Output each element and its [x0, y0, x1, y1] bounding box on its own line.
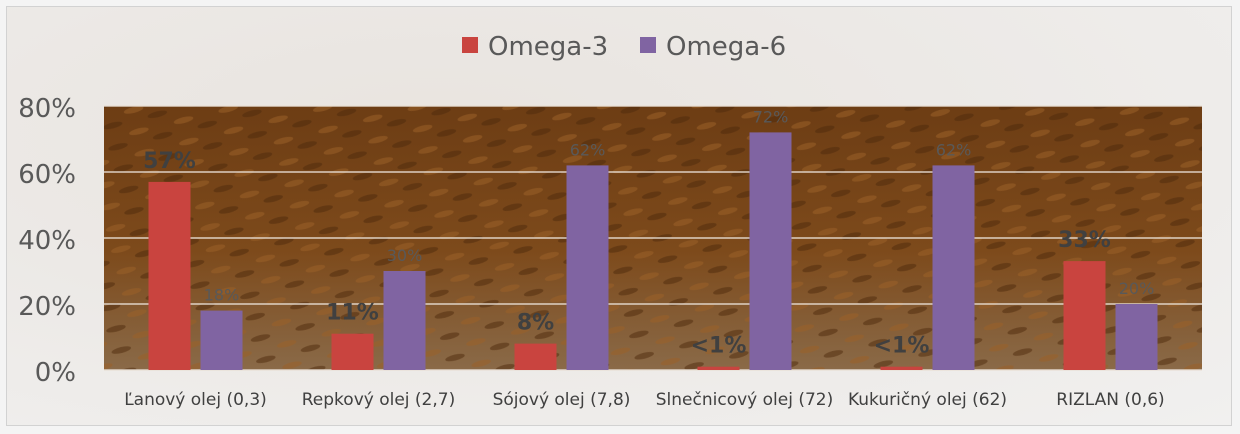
y-tick-label: 60% [18, 160, 76, 190]
legend: Omega-3 Omega-6 [462, 32, 786, 62]
bar-omega6 [383, 271, 426, 370]
bar-omega3 [697, 366, 740, 370]
bar-omega6 [749, 132, 792, 370]
bar-omega3 [514, 343, 557, 370]
data-label-omega6: 62% [570, 140, 606, 159]
x-tick-label: Ľanový olej (0,3) [124, 390, 267, 410]
bar-omega3 [880, 366, 923, 370]
bar-omega3 [331, 333, 374, 370]
x-tick-label: Kukuričný olej (62) [848, 390, 1007, 410]
data-label-omega3: 33% [1058, 228, 1111, 253]
data-labels: 57% 18% 11% 30% 8% 62% <1% 72% <1% 62% 33% 20% [143, 107, 1154, 358]
data-label-omega6: 20% [1119, 279, 1155, 298]
data-label-omega3: <1% [691, 334, 747, 359]
x-tick-label: Repkový olej (2,7) [302, 390, 455, 410]
bar-omega6 [932, 165, 975, 370]
bar-omega6 [200, 310, 243, 370]
legend-label-omega6: Omega-6 [666, 32, 786, 62]
x-tick-label: Slnečnicový olej (72) [656, 390, 833, 410]
y-tick-label: 0% [35, 358, 76, 388]
gridlines [104, 105, 1202, 371]
data-label-omega3: 57% [143, 149, 196, 174]
bar-omega3 [148, 181, 191, 370]
data-label-omega6: 30% [387, 246, 423, 265]
x-tick-label: RIZLAN (0,6) [1056, 390, 1164, 410]
y-tick-label: 80% [18, 94, 76, 124]
data-label-omega3: <1% [874, 334, 930, 359]
x-tick-label: Sójový olej (7,8) [493, 390, 631, 410]
data-label-omega6: 62% [936, 140, 972, 159]
y-axis-ticks: 0% 20% 40% 60% 80% [18, 94, 76, 388]
data-label-omega3: 11% [326, 301, 379, 326]
data-label-omega6: 18% [204, 286, 240, 305]
bar-omega6 [1115, 304, 1158, 370]
x-axis-ticks: Ľanový olej (0,3) Repkový olej (2,7) Sójov… [124, 390, 1165, 410]
bars [148, 132, 1158, 370]
legend-label-omega3: Omega-3 [488, 32, 608, 62]
data-label-omega6: 72% [753, 107, 789, 126]
data-label-omega3: 8% [517, 311, 554, 336]
y-tick-label: 40% [18, 226, 76, 256]
legend-swatch-omega6 [640, 37, 656, 53]
bar-omega3 [1063, 261, 1106, 370]
bar-omega6 [566, 165, 609, 370]
legend-swatch-omega3 [462, 37, 478, 53]
y-tick-label: 20% [18, 292, 76, 322]
